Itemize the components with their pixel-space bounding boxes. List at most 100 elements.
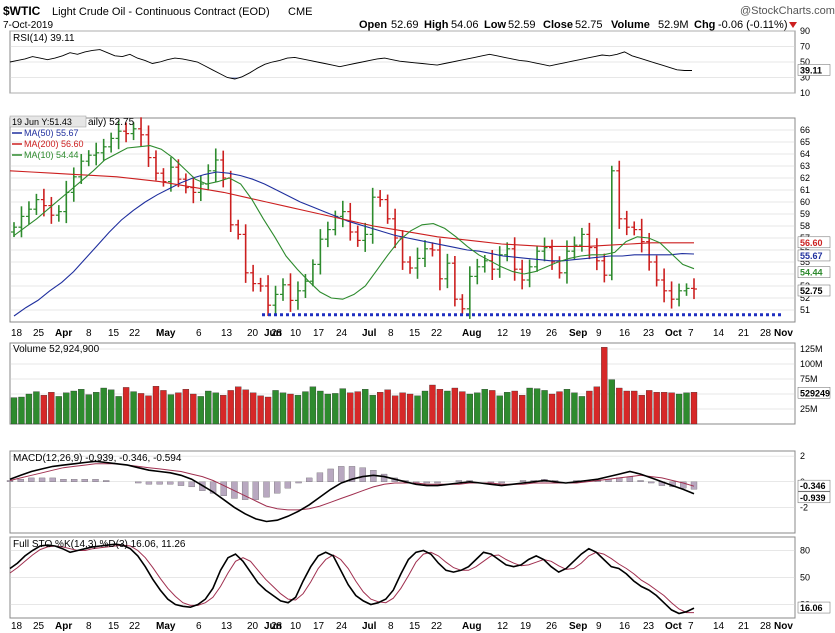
volume-bar [264,396,272,425]
price-tick-label: 51 [800,305,810,315]
down-arrow-icon [789,22,797,28]
price-bar [563,240,570,284]
volume-bar [504,392,511,425]
volume-bar [317,390,324,425]
volume-bar [167,394,175,425]
date-tick-label: 17 [313,621,325,632]
price-tick-label: 65 [800,137,810,147]
volume-bar [10,397,18,425]
price-bar [593,238,600,271]
ma200-line [9,170,694,247]
price-tick-label: 55 [800,257,810,267]
volume-bar [518,395,526,425]
date-tick-label: 22 [129,621,141,632]
date-tick-label: 16 [619,328,631,339]
price-bar [18,206,25,238]
stochastic-panel: 805020Full STO %K(14,3) %D(3) 16.06, 11.… [9,536,831,619]
macd-histogram-bar [28,477,35,482]
macd-histogram-bar [156,481,163,485]
volume-bar [384,389,391,425]
price-bar [377,190,384,207]
price-bar [85,150,92,167]
volume-bar [18,396,25,425]
low-value: 52.59 [508,19,536,31]
price-tick-label: 52 [800,293,810,303]
date-tick-label: 28 [760,621,772,632]
macd-histogram-bar [70,479,78,482]
price-bar [691,278,697,300]
price-tick-label: 62 [800,173,810,183]
volume-bar [563,389,571,425]
price-bar [586,222,593,260]
macd-histogram-bar [177,481,185,486]
volume-bar [675,393,683,425]
price-bar [130,122,137,141]
macd-histogram-bar [519,480,527,482]
volume-bar [668,392,675,425]
price-bar [324,221,331,248]
price-bar [309,259,316,287]
macd-last-badge-bg [797,479,831,492]
date-tick-label: 26 [546,621,558,632]
date-tick-label: 24 [336,328,348,339]
macd-last-badge: -0.939 [800,493,826,503]
price-tick-label: 64 [800,149,810,159]
macd-tick-label: 2 [800,451,805,461]
price-bar [414,247,421,279]
price-bar [242,224,249,283]
instrument-name: Light Crude Oil - Continuous Contract (E… [52,6,270,18]
volume-last-badge: 529249 [800,388,830,398]
panel-frame [9,450,796,534]
volume-bar [107,389,115,425]
date-tick-label: Nov [774,328,793,339]
date-tick-label: 23 [643,328,655,339]
macd-histogram-bar [220,481,227,496]
price-bar [459,294,466,314]
price-bar [25,201,32,225]
date-tick-label: Jun [264,328,282,339]
high-value: 54.06 [451,19,479,31]
price-bar [339,200,346,228]
date-tick-label: 7 [688,328,694,339]
date-tick-label: 9 [596,621,602,632]
date-tick-label: 8 [388,328,394,339]
chg-label: Chg [694,19,715,31]
volume-tick-label: 25M [800,404,818,414]
price-bar [541,237,548,262]
macd-histogram-bar [423,481,430,484]
tooltip-text: 19 Jun Y:51.43 [12,117,72,127]
low-label: Low [484,19,506,31]
volume-bar [578,396,586,425]
volume-bar [122,387,130,425]
price-bar [571,236,578,260]
volume-bar [152,386,160,425]
price-bar [138,117,145,147]
volume-bar [548,393,556,425]
date-tick-label: 7 [688,621,694,632]
date-tick-label: 21 [738,621,750,632]
volume-bar [362,389,369,425]
date-tick-label: 20 [247,328,259,339]
volume-bar [354,391,361,425]
price-bar [55,205,62,222]
volume-bar [145,395,152,425]
date-tick-label: Aug [462,328,481,339]
volume-bar [601,347,608,425]
price-bar [676,283,683,307]
date-tick-label: Oct [665,328,682,339]
volume-bar [160,390,167,425]
date-tick-label: 18 [11,621,23,632]
price-last-badge: 52.75 [800,286,823,296]
close-value: 52.75 [575,19,603,31]
price-last-badge-bg [797,236,831,249]
price-tick-label: 59 [800,209,810,219]
date-tick-label: 19 [520,328,532,339]
price-bar [40,188,47,217]
macd-histogram-bar [92,479,99,482]
high-label: High [424,19,449,31]
close-label: Close [543,19,573,31]
macd-histogram-bar [295,481,302,484]
macd-histogram-bar [284,481,292,489]
macd-histogram-bar [434,481,441,484]
